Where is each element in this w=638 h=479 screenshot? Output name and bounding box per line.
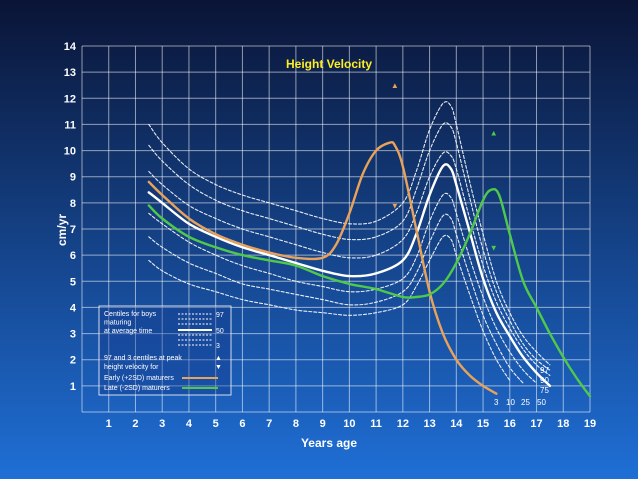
x-tick-label: 5	[213, 418, 219, 430]
legend: Centiles for boys maturing at average ti…	[98, 305, 232, 396]
x-tick-label: 8	[293, 418, 299, 430]
y-tick-label: 3	[70, 329, 76, 341]
centile-label-50: 50	[537, 398, 546, 407]
peak-up-marker: ▲	[391, 81, 399, 90]
legend-peak-up-icon: ▲	[215, 355, 222, 362]
y-tick-label: 2	[70, 355, 76, 367]
x-tick-label: 9	[320, 418, 326, 430]
x-tick-label: 2	[132, 418, 138, 430]
series-group	[147, 101, 592, 398]
y-tick-label: 9	[70, 172, 76, 184]
y-tick-label: 7	[70, 224, 76, 236]
y-tick-label: 4	[70, 302, 77, 314]
x-tick-label: 4	[186, 418, 193, 430]
peak-down-marker: ▼	[391, 201, 399, 210]
centile-label-3: 3	[494, 398, 499, 407]
y-tick-label: 11	[64, 119, 76, 131]
x-tick-label: 16	[504, 418, 516, 430]
centile-label-97: 97	[540, 366, 549, 375]
x-tick-label: 17	[530, 418, 542, 430]
chart-title: Height Velocity	[286, 57, 372, 71]
centile-line-75	[148, 151, 551, 376]
x-tick-label: 12	[397, 418, 409, 430]
peak-down-marker: ▼	[490, 243, 498, 252]
x-tick-label: 11	[370, 418, 382, 430]
y-tick-label: 12	[64, 93, 76, 105]
peak-up-marker: ▲	[490, 128, 498, 137]
x-tick-label: 15	[477, 418, 489, 430]
legend-late-label: Late (-2SD) maturers	[104, 385, 170, 392]
x-tick-label: 1	[106, 418, 112, 430]
y-tick-label: 6	[70, 250, 76, 262]
legend-centiles-line-1: Centiles for boys	[104, 311, 157, 318]
y-tick-label: 14	[64, 41, 77, 53]
y-tick-label: 10	[64, 146, 76, 158]
centile-line-97	[148, 101, 551, 366]
early-maturers-line	[147, 140, 498, 395]
centile-label-25: 25	[521, 398, 530, 407]
peak-markers: ▲ ▼ ▲ ▼	[391, 81, 498, 252]
legend-centiles-line-2: maturing	[104, 320, 131, 327]
centile-line-3	[148, 234, 511, 382]
y-axis-label: cm/yr	[55, 214, 69, 246]
x-tick-label: 14	[450, 418, 463, 430]
axis-ticks: 1 2 3 4 5 6 7 8 9 10 11 12 13 14 15 16 17 18 1912345678910…	[64, 41, 596, 430]
legend-centile-50: 50	[216, 328, 224, 335]
y-tick-label: 1	[70, 381, 76, 393]
legend-peak-down-icon: ▼	[215, 364, 222, 371]
y-tick-label: 13	[64, 67, 76, 79]
x-tick-label: 19	[584, 418, 596, 430]
x-tick-label: 7	[266, 418, 272, 430]
legend-peak-line-2: height velocity for	[104, 364, 159, 371]
x-tick-label: 18	[557, 418, 569, 430]
legend-centile-97: 97	[216, 312, 224, 319]
legend-early-label: Early (+2SD) maturers	[104, 375, 174, 382]
y-tick-label: 8	[70, 198, 76, 210]
grid	[81, 45, 591, 413]
x-axis-label: Years age	[301, 436, 357, 450]
centile-label-90: 90	[540, 376, 549, 385]
x-tick-label: 10	[343, 418, 355, 430]
x-tick-label: 13	[423, 418, 435, 430]
centile-line-10	[148, 213, 524, 384]
legend-centile-3: 3	[216, 343, 220, 350]
centile-line-25	[148, 192, 538, 384]
x-tick-label: 3	[159, 418, 165, 430]
centile-label-10: 10	[506, 398, 515, 407]
late-maturers-line	[147, 187, 592, 398]
legend-peak-line-1: 97 and 3 centiles at peak	[104, 355, 182, 362]
centile-line-90	[148, 122, 551, 371]
x-tick-label: 6	[239, 418, 245, 430]
legend-centiles-line-3: at average time	[104, 328, 152, 335]
legend-box	[98, 305, 232, 396]
centile-label-75: 75	[540, 386, 549, 395]
y-tick-label: 5	[70, 276, 76, 288]
